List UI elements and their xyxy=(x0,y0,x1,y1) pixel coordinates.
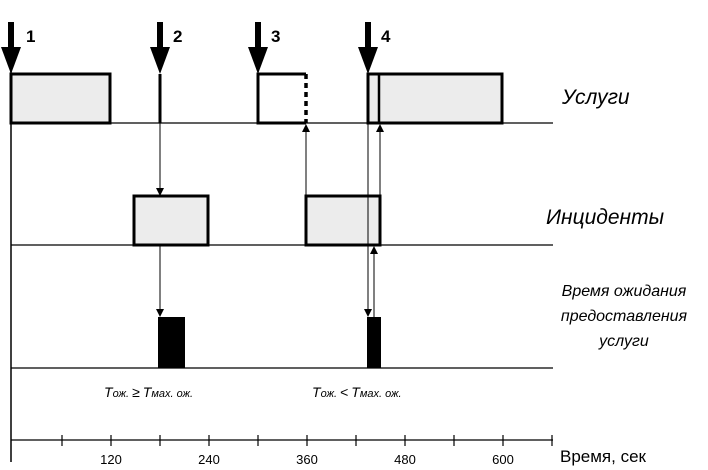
tick-label-360: 360 xyxy=(296,452,318,467)
cond-left-t: T xyxy=(104,384,113,400)
condition-right: Tож. < Tмах. ож. xyxy=(312,384,402,400)
tick-label-480: 480 xyxy=(394,452,416,467)
cond-right-sub2: мах. ож. xyxy=(359,388,402,400)
cond-right-t: T xyxy=(312,384,321,400)
wait-label-line-2: предоставления xyxy=(560,308,688,325)
lane-label-incidents: Инциденты xyxy=(546,206,665,229)
wait-bar-1 xyxy=(158,317,185,368)
event-number-1: 1 xyxy=(26,27,36,46)
condition-left: Tож. ≥ Tмах. ож. xyxy=(104,384,193,400)
wait-label-line-3: услуги xyxy=(599,333,649,350)
tick-label-120: 120 xyxy=(100,452,122,467)
service-box-4 xyxy=(366,72,504,125)
event-number-2: 2 xyxy=(173,27,183,46)
cond-right-op: < xyxy=(340,384,349,400)
lane-label-services: Услуги xyxy=(562,86,630,109)
event-arrows xyxy=(1,22,378,74)
event-number-3: 3 xyxy=(271,27,281,46)
axis-ticks xyxy=(61,435,553,446)
service-box-3 xyxy=(256,72,306,125)
cond-left-sub: ож. xyxy=(112,388,130,400)
connector-arrows xyxy=(156,123,384,317)
cond-left-sub2: мах. ож. xyxy=(151,388,194,400)
incident-box-2 xyxy=(304,194,382,247)
cond-left-op: ≥ xyxy=(132,384,140,400)
service-box-1 xyxy=(9,72,112,125)
event-number-4: 4 xyxy=(381,27,391,46)
tick-label-240: 240 xyxy=(198,452,220,467)
tick-label-600: 600 xyxy=(492,452,514,467)
wait-bar-2 xyxy=(367,317,381,368)
wait-label-line-1: Время ожидания xyxy=(561,283,687,300)
incident-box-1 xyxy=(132,194,210,247)
axis-title: Время, сек xyxy=(560,447,646,466)
cond-right-t2: T xyxy=(351,384,360,400)
cond-right-sub: ож. xyxy=(320,388,338,400)
lane-label-wait-time: Время ожидания предоставления услуги xyxy=(534,279,708,354)
cond-left-t2: T xyxy=(142,384,152,400)
